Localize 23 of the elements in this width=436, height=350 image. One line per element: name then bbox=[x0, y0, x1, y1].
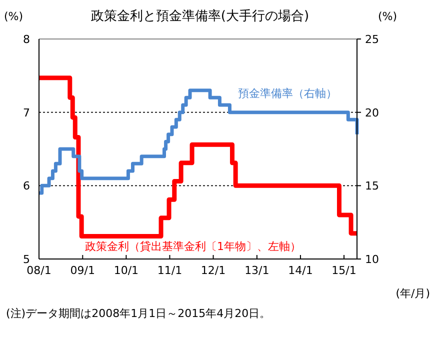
y2-tick-label: 10 bbox=[365, 253, 379, 266]
x-tick-label: 11/1 bbox=[157, 264, 182, 277]
x-tick-label: 08/1 bbox=[26, 264, 52, 277]
x-tick-label: 12/1 bbox=[200, 264, 226, 277]
y-tick-label: 6 bbox=[23, 180, 30, 193]
y2-tick-label: 20 bbox=[365, 106, 379, 120]
y2-tick-label: 15 bbox=[365, 180, 379, 193]
y2-tick-label: 25 bbox=[365, 33, 379, 46]
chart-title: 政策金利と預金準備率(大手行の場合) bbox=[90, 8, 310, 24]
y-tick-label: 5 bbox=[23, 253, 30, 266]
y-axis-title: (%) bbox=[4, 10, 24, 23]
series-label: 預金準備率（右軸） bbox=[238, 87, 337, 100]
y2-axis-title: (%) bbox=[378, 10, 398, 23]
x-tick-label: 13/1 bbox=[244, 264, 270, 277]
text: (注)データ期間は2008年1月1日～2015年4月20日。 bbox=[6, 307, 271, 320]
y-tick-label: 8 bbox=[23, 33, 30, 46]
x-tick-label: 10/1 bbox=[114, 264, 139, 277]
x-tick-label: 14/1 bbox=[288, 264, 313, 277]
series-label: 政策金利（貸出基準金利〔1年物〕、左軸） bbox=[85, 240, 301, 253]
x-tick-label: 09/1 bbox=[70, 264, 96, 277]
x-tick-label: 15/1 bbox=[332, 264, 356, 277]
x-axis-title: (年/月) bbox=[396, 287, 430, 300]
y-tick-label: 7 bbox=[23, 106, 30, 120]
